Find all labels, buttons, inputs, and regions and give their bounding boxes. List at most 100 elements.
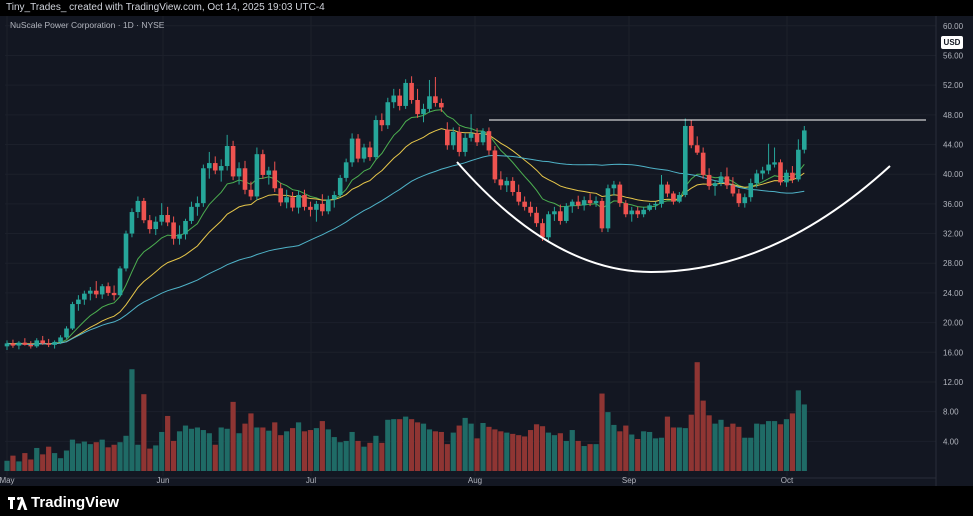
volume-bar (260, 427, 266, 471)
candle-body (236, 168, 242, 177)
y-tick-label: 16.00 (943, 348, 964, 357)
volume-bar (16, 461, 22, 471)
candle-body (201, 168, 206, 204)
volume-bar (391, 419, 397, 471)
volume-bar (81, 441, 87, 471)
footer-bar (0, 486, 973, 516)
candle-body (141, 200, 147, 221)
volume-bar (647, 431, 653, 471)
candle-body (367, 147, 373, 158)
candle-body (510, 180, 516, 193)
volume-bar (111, 444, 117, 471)
candle-body (331, 194, 337, 200)
candles (4, 76, 807, 351)
volume-bar (337, 442, 343, 471)
volume-bar (22, 453, 28, 471)
volume-bar (587, 444, 593, 471)
volume-bar (795, 390, 801, 471)
volume-bar (498, 431, 504, 471)
volume-bar (182, 425, 189, 471)
candle-body (397, 95, 402, 106)
pattern-annotations (456, 119, 926, 274)
candle-body (58, 337, 63, 342)
candle-body (653, 203, 658, 206)
candle-body (474, 133, 480, 143)
candle-body (599, 200, 605, 229)
volume-bar (52, 453, 58, 471)
volume-bar (236, 433, 242, 471)
volume-bar (629, 434, 635, 471)
volume-bar (313, 428, 319, 471)
candle-body (796, 149, 801, 180)
candle-body (790, 172, 795, 180)
candle-body (10, 343, 16, 346)
volume-bar (129, 369, 135, 471)
candle-body (349, 138, 355, 163)
volume-bar (700, 400, 706, 471)
volume-bar (658, 437, 665, 471)
volume-bar (539, 426, 546, 471)
candle-body (129, 212, 135, 234)
candle-body (34, 340, 40, 347)
chart-panel[interactable]: 60.00 56.00 52.00 48.00 44.00 40.00 36.00 32.00… (0, 16, 973, 486)
volume-bar (551, 435, 557, 471)
volume-bar (147, 448, 153, 471)
volume-bar (349, 431, 355, 471)
volume-bar (117, 442, 123, 471)
candle-body (409, 82, 414, 100)
currency-button[interactable]: USD (941, 36, 963, 49)
candle-body (218, 166, 224, 171)
candle-body (296, 194, 301, 208)
candle-body (605, 188, 611, 229)
candle-body (278, 188, 283, 203)
volume-bar (295, 422, 302, 471)
volume-bar (730, 423, 736, 471)
candle-body (147, 220, 153, 230)
volume-bar (670, 427, 676, 471)
volume-bar (385, 419, 391, 471)
candle-body (16, 342, 22, 346)
volume-bar (438, 431, 444, 471)
volume-bar (331, 437, 337, 471)
candle-body (730, 185, 736, 194)
volume-bar (486, 426, 492, 471)
cup-curve (456, 161, 891, 274)
candle-body (593, 200, 599, 204)
volume-bar (712, 423, 718, 471)
candle-body (802, 130, 807, 150)
volume-bar (474, 438, 480, 471)
volume-bar (641, 431, 647, 471)
candle-body (462, 137, 468, 152)
candle-body (171, 222, 176, 239)
volume-bar (789, 413, 795, 471)
volume-bar (718, 419, 724, 471)
candle-body (706, 174, 712, 187)
volume-bar (456, 425, 462, 471)
candle-body (433, 96, 438, 103)
volume-bar (373, 435, 379, 471)
volume-bar (623, 425, 629, 471)
volume-bar (599, 393, 605, 471)
volume-bar (176, 431, 183, 471)
candle-body (516, 192, 521, 202)
price-chart[interactable]: 60.00 56.00 52.00 48.00 44.00 40.00 36.00 32.00… (0, 16, 973, 486)
volume-bar (593, 444, 599, 471)
candle-body (93, 290, 99, 295)
volume-bar (367, 442, 373, 471)
tradingview-icon (8, 496, 28, 510)
candle-body (355, 138, 361, 159)
volume-bar (706, 415, 712, 471)
candle-body (242, 168, 248, 190)
candle-body (724, 176, 730, 186)
candle-body (272, 170, 278, 189)
candle-body (99, 286, 105, 295)
candle-body (504, 180, 510, 186)
volume-bar (480, 423, 486, 471)
volume-bar (397, 419, 403, 471)
x-tick-label: Sep (622, 476, 637, 485)
volume-bar (188, 428, 195, 471)
volume-bar (516, 435, 522, 471)
tradingview-logo[interactable]: TradingView (8, 494, 119, 511)
volume-bar (272, 422, 278, 471)
candle-body (760, 170, 765, 174)
